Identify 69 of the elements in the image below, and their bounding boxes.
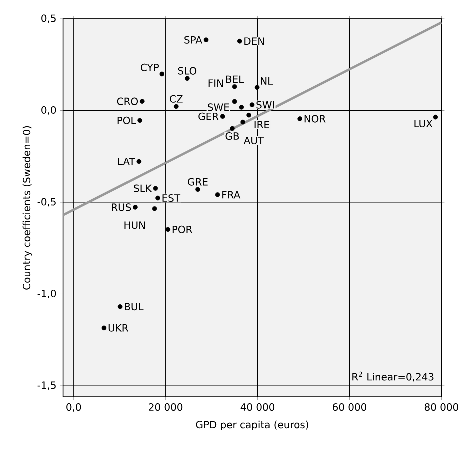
annotation: RUS xyxy=(112,204,132,212)
annotation: DEN xyxy=(244,38,264,46)
point xyxy=(118,304,123,310)
annotation: POL xyxy=(118,116,136,124)
annotation: R$^{2}$ Linear=0,243 xyxy=(352,372,434,382)
x-tick-label: 0,0 xyxy=(66,404,82,412)
annotation: BUL xyxy=(125,303,144,311)
x-tick-label: 40 000 xyxy=(240,404,275,412)
annotation: LAT xyxy=(118,158,136,166)
point xyxy=(174,104,179,110)
y-tick-label: -1,5 xyxy=(38,382,56,390)
point xyxy=(220,114,226,120)
point xyxy=(237,38,242,44)
x-tick-label: 60 000 xyxy=(333,404,367,412)
point xyxy=(232,84,238,90)
x-tick-label: 20 000 xyxy=(149,404,183,412)
point xyxy=(239,105,244,110)
annotation: FRA xyxy=(222,191,241,199)
point xyxy=(246,112,252,118)
annotation: HUN xyxy=(124,222,146,230)
point xyxy=(185,76,190,82)
annotation: LUX xyxy=(414,120,433,128)
point xyxy=(196,187,200,192)
point xyxy=(102,326,107,331)
annotation: EST xyxy=(162,194,181,202)
point xyxy=(240,120,246,125)
annotation: POR xyxy=(172,226,192,234)
point xyxy=(204,38,209,42)
annotation: CZ xyxy=(170,95,183,103)
annotation: NL xyxy=(261,78,274,85)
x-axis-title: GPD per capita (euros) xyxy=(196,420,308,431)
y-tick-label: 0,5 xyxy=(42,14,56,24)
point xyxy=(250,102,255,108)
point xyxy=(138,118,142,124)
annotation: NOR xyxy=(304,115,326,123)
annotation: CYP xyxy=(141,64,160,72)
y-tick-label: -1,0 xyxy=(38,290,56,299)
annotation: FIN xyxy=(208,80,224,87)
annotation: SWI xyxy=(256,101,274,109)
annotation: GER xyxy=(198,112,219,120)
point xyxy=(254,85,260,90)
annotation: SPA xyxy=(184,36,202,44)
y-axis-title: Country coefficients (Sweden=0) xyxy=(22,126,33,290)
point xyxy=(133,205,138,210)
point xyxy=(156,196,160,201)
annotation: CRO xyxy=(117,98,138,106)
point xyxy=(153,186,158,191)
annotation: GB xyxy=(226,132,240,140)
annotation: AUT xyxy=(244,137,264,145)
point xyxy=(136,159,142,164)
annotation: GRE xyxy=(188,178,208,186)
point xyxy=(166,227,171,232)
annotation: UKR xyxy=(108,324,128,332)
annotation: SLK xyxy=(134,184,152,192)
point xyxy=(298,116,302,122)
point xyxy=(160,72,165,77)
annotation: SLO xyxy=(178,67,197,75)
y-tick-label: -0,5 xyxy=(38,198,56,207)
annotation: IRE xyxy=(254,121,270,128)
annotation: SWE xyxy=(208,104,230,112)
point xyxy=(433,114,438,120)
y-tick-label: 0,0 xyxy=(42,106,56,116)
point xyxy=(232,99,238,104)
x-tick-label: 80 000 xyxy=(424,404,458,412)
point xyxy=(230,126,235,132)
point xyxy=(140,99,145,104)
point xyxy=(152,206,158,212)
point xyxy=(215,192,220,198)
annotation: BEL xyxy=(226,76,244,84)
